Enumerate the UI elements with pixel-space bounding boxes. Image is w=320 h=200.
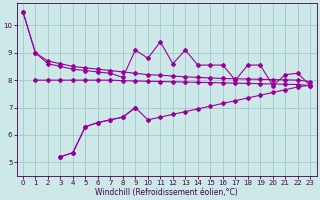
- X-axis label: Windchill (Refroidissement éolien,°C): Windchill (Refroidissement éolien,°C): [95, 188, 238, 197]
